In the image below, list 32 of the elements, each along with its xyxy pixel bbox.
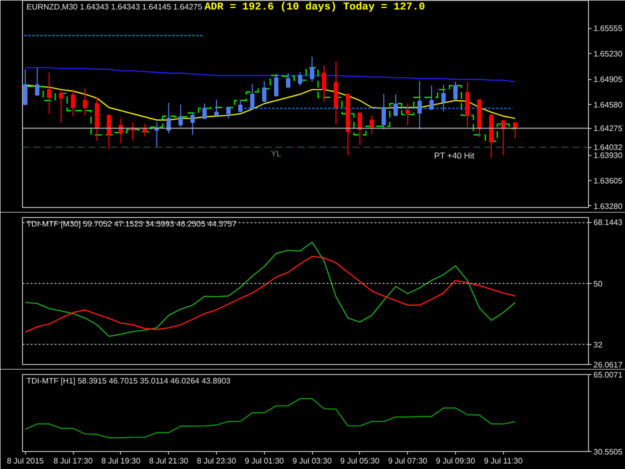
x-tick-label: 9 Jul 03:30 (292, 456, 332, 466)
x-tick-label: 8 Jul 2015 (6, 456, 44, 466)
y-tick-label: 1.63605 (594, 176, 623, 186)
y-tick-label: 1.65230 (594, 50, 623, 59)
x-tick-label: 8 Jul 19:30 (101, 456, 142, 466)
x-tick-label: 9 Jul 09:30 (436, 456, 476, 466)
chart-title: TDI-MTF [H1] 58.3915 46.7015 35.0114 46.0264 43.8903 (26, 376, 232, 386)
x-tick-label: 8 Jul 23:30 (196, 456, 237, 466)
annotation: PT +40 Hit (434, 150, 476, 160)
x-tick-label: 9 Jul 01:30 (244, 456, 284, 466)
ref-line-label: 1.64275 (594, 124, 623, 134)
x-tick-label: 9 Jul 05:30 (340, 456, 380, 466)
y-tick-label: 65.0071 (594, 370, 623, 380)
y-tick-label: 32 (594, 340, 603, 350)
annotation: ADR = 192.6 (10 days) Today = 127.0 (204, 2, 426, 14)
y-tick-label: 26.0617 (594, 360, 623, 370)
y-tick-label: 1.64905 (594, 75, 623, 84)
y-tick-label: 1.63280 (594, 202, 623, 211)
chart-title: TDI-MTF [M30] 59.7052 47.1523 34.5993 46.2505 44.3757 (26, 220, 237, 228)
y-tick-label: 50 (594, 279, 603, 288)
y-tick-label: 30.5505 (594, 448, 623, 456)
x-tick-label: 8 Jul 17:30 (54, 456, 94, 466)
chart-title: EURNZD,M30 1.64343 1.64343 1.64145 1.64275 (26, 2, 203, 12)
y-tick-label: 1.64580 (594, 100, 623, 110)
y-tick-label: 68.1443 (594, 218, 623, 228)
x-tick-label: 9 Jul 07:30 (388, 456, 428, 466)
ref-line-label: 1.64032 (594, 143, 623, 152)
x-tick-label: 9 Jul 11:30 (484, 456, 524, 466)
x-tick-label: 8 Jul 21:30 (149, 456, 189, 466)
annotation: YL (270, 148, 282, 158)
y-tick-label: 1.63930 (594, 151, 623, 160)
y-tick-label: 1.65555 (594, 24, 623, 34)
